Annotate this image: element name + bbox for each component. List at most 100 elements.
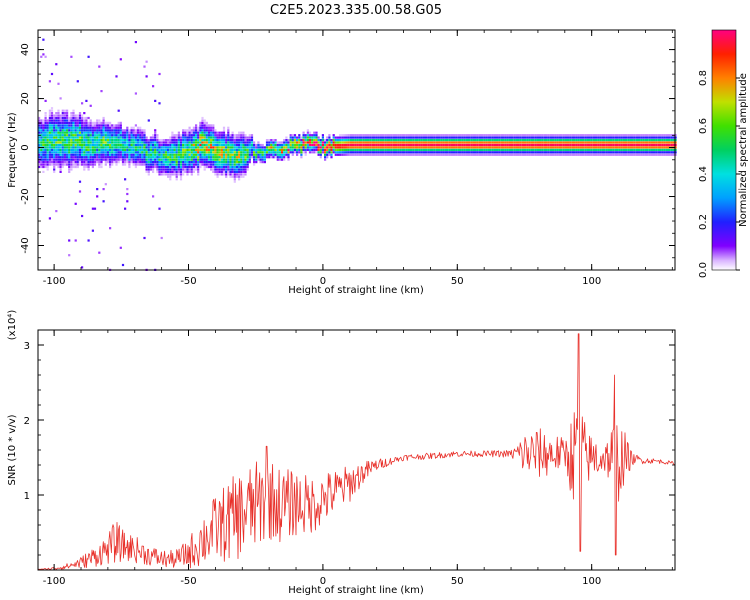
spectrogram-cell — [72, 109, 75, 112]
spectrogram-cell — [622, 136, 626, 139]
spectrogram-cell — [158, 102, 161, 105]
spectrogram-cell — [646, 136, 649, 139]
spectrogram-cell — [167, 146, 170, 149]
spectrogram-cell — [625, 134, 628, 137]
spectrogram-cell — [612, 151, 615, 154]
spectrogram-cell — [93, 207, 97, 210]
spectrogram-cell — [145, 141, 148, 144]
spectrogram-cell — [100, 158, 103, 161]
spectrogram-cell — [476, 148, 479, 151]
spectrogram-cell — [407, 153, 410, 156]
y-tick-label: -40 — [20, 237, 31, 253]
spectrogram-cell — [207, 139, 211, 142]
spectrogram-cell — [446, 151, 449, 154]
spectrogram-cell — [315, 136, 318, 139]
spectrogram-cell — [203, 156, 206, 159]
spectrogram-cell — [313, 148, 316, 151]
spectrogram-cell — [227, 139, 230, 142]
spectrogram-cell — [635, 134, 638, 137]
spectrogram-cell — [85, 141, 88, 144]
spectrogram-cell — [132, 131, 135, 134]
spectrogram-cell — [259, 148, 262, 151]
spectrogram-cell — [109, 153, 112, 156]
spectrogram-cell — [214, 131, 217, 134]
spectrogram-cell — [201, 161, 204, 164]
spectrogram-cell — [670, 153, 673, 156]
spectrogram-cell — [588, 141, 591, 144]
spectrogram-cell — [169, 173, 172, 176]
spectrogram-cell — [72, 114, 75, 117]
spectrogram-cell — [147, 158, 150, 161]
spectrogram-cell — [446, 134, 449, 137]
spectrogram-cell — [382, 148, 385, 151]
spectrogram-cell — [244, 141, 247, 144]
spectrogram-cell — [124, 178, 127, 181]
spectrogram-cell — [622, 146, 626, 149]
spectrogram-cell — [504, 134, 507, 137]
spectrogram-cell — [214, 161, 217, 164]
spectrogram-cell — [233, 161, 236, 164]
spectrogram-cell — [184, 136, 187, 139]
spectrogram-cell — [81, 266, 84, 269]
spectrogram-cell — [440, 141, 443, 144]
spectrogram-cell — [134, 158, 137, 161]
spectrogram-cell — [302, 151, 305, 154]
spectrogram-cell — [321, 141, 324, 144]
spectrogram-cell — [610, 146, 613, 149]
spectrogram-cell — [579, 146, 583, 149]
spectrogram-cell — [74, 141, 77, 144]
spectrogram-cell — [412, 134, 415, 137]
spectrogram-cell — [259, 161, 262, 164]
spectrogram-cell — [98, 124, 101, 127]
spectrogram-cell — [661, 148, 664, 151]
spectrogram-cell — [362, 134, 365, 137]
spectrogram-cell — [222, 163, 226, 166]
spectrogram-cell — [379, 151, 383, 154]
spectrogram-cell — [186, 168, 189, 171]
spectrogram-cell — [175, 178, 178, 181]
spectrogram-cell — [343, 136, 346, 139]
spectrogram-cell — [474, 143, 477, 147]
spectrogram-cell — [222, 168, 226, 171]
spectrogram-cell — [38, 156, 41, 159]
spectrogram-cell — [341, 143, 344, 147]
spectrogram-cell — [399, 148, 402, 151]
spectrogram-cell — [539, 134, 542, 137]
spectrogram-cell — [339, 141, 342, 144]
spectrogram-cell — [109, 121, 112, 124]
spectrogram-cell — [442, 139, 445, 142]
spectrogram-cell — [577, 148, 580, 151]
spectrogram-cell — [334, 146, 337, 149]
spectrogram-cell — [89, 119, 92, 122]
spectrogram-cell — [414, 139, 417, 142]
spectrogram-cell — [124, 163, 127, 166]
spectrogram-cell — [212, 131, 215, 134]
spectrogram-cell — [575, 148, 578, 151]
spectrogram-cell — [356, 153, 359, 156]
spectrogram-cell — [147, 141, 150, 144]
spectrogram-cell — [465, 141, 469, 144]
spectrogram-cell — [324, 151, 327, 154]
spectrogram-cell — [96, 188, 99, 191]
spectrogram-cell — [317, 148, 320, 151]
spectrogram-cell — [545, 139, 548, 142]
spectrogram-cell — [429, 151, 432, 154]
spectrogram-cell — [173, 139, 176, 142]
spectrogram-cell — [319, 141, 322, 144]
spectrogram-cell — [48, 124, 51, 127]
spectrogram-cell — [203, 119, 206, 122]
spectrogram-cell — [444, 153, 447, 156]
spectrogram-cell — [50, 146, 54, 149]
spectrogram-cell — [162, 148, 165, 151]
spectrogram-cell — [289, 134, 292, 137]
spectrogram-cell — [605, 148, 608, 151]
spectrogram-cell — [253, 146, 256, 149]
spectrogram-cell — [573, 146, 576, 149]
spectrogram-cell — [100, 143, 103, 147]
spectrogram-cell — [627, 143, 630, 147]
spectrogram-cell — [500, 136, 503, 139]
spectrogram-cell — [336, 151, 340, 154]
spectrogram-cell — [283, 158, 286, 161]
spectrogram-cell — [300, 151, 303, 154]
spectrogram-cell — [201, 151, 204, 154]
